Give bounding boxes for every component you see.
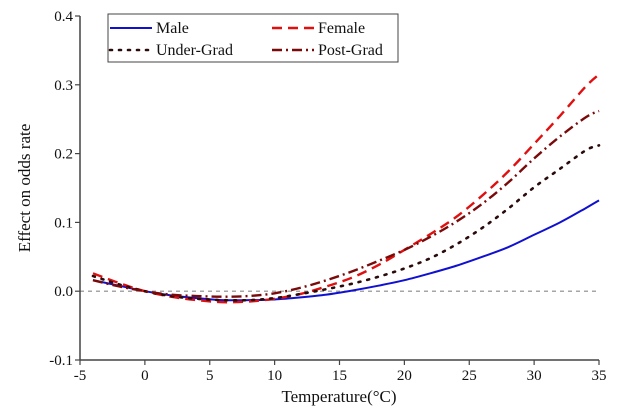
- y-axis-label: Effect on odds rate: [15, 124, 34, 253]
- legend-label-female: Female: [318, 20, 365, 37]
- legend-label-under-grad: Under-Grad: [156, 42, 233, 59]
- y-tick-label: -0.1: [49, 353, 73, 369]
- series-line-under-grad: [91, 144, 601, 302]
- series-line-post-grad: [92, 109, 600, 298]
- y-tick-label: 0.1: [54, 215, 73, 231]
- series-line-female: [92, 73, 600, 304]
- legend-box: [107, 13, 399, 63]
- x-tick-label: 20: [397, 368, 412, 384]
- y-tick-label: 0.2: [54, 147, 73, 163]
- x-tick-label: 0: [141, 368, 149, 384]
- x-tick-label: -5: [74, 368, 87, 384]
- legend-label-post-grad: Post-Grad: [318, 42, 383, 59]
- y-tick-label: 0.0: [54, 284, 73, 300]
- y-tick-label: 0.3: [54, 78, 73, 94]
- legend: Male Female Under-Grad Post-Grad: [107, 13, 399, 63]
- x-tick-label: 25: [462, 368, 477, 384]
- y-tick-label: 0.4: [54, 9, 73, 25]
- x-tick-label: 10: [267, 368, 282, 384]
- x-tick-label: 35: [592, 368, 607, 384]
- x-tick-label: 15: [332, 368, 347, 384]
- x-axis-label: Temperature(°C): [281, 387, 396, 406]
- x-tick-label: 5: [206, 368, 214, 384]
- legend-label-male: Male: [156, 20, 189, 37]
- series-line-male: [92, 199, 600, 302]
- x-tick-label: 30: [527, 368, 542, 384]
